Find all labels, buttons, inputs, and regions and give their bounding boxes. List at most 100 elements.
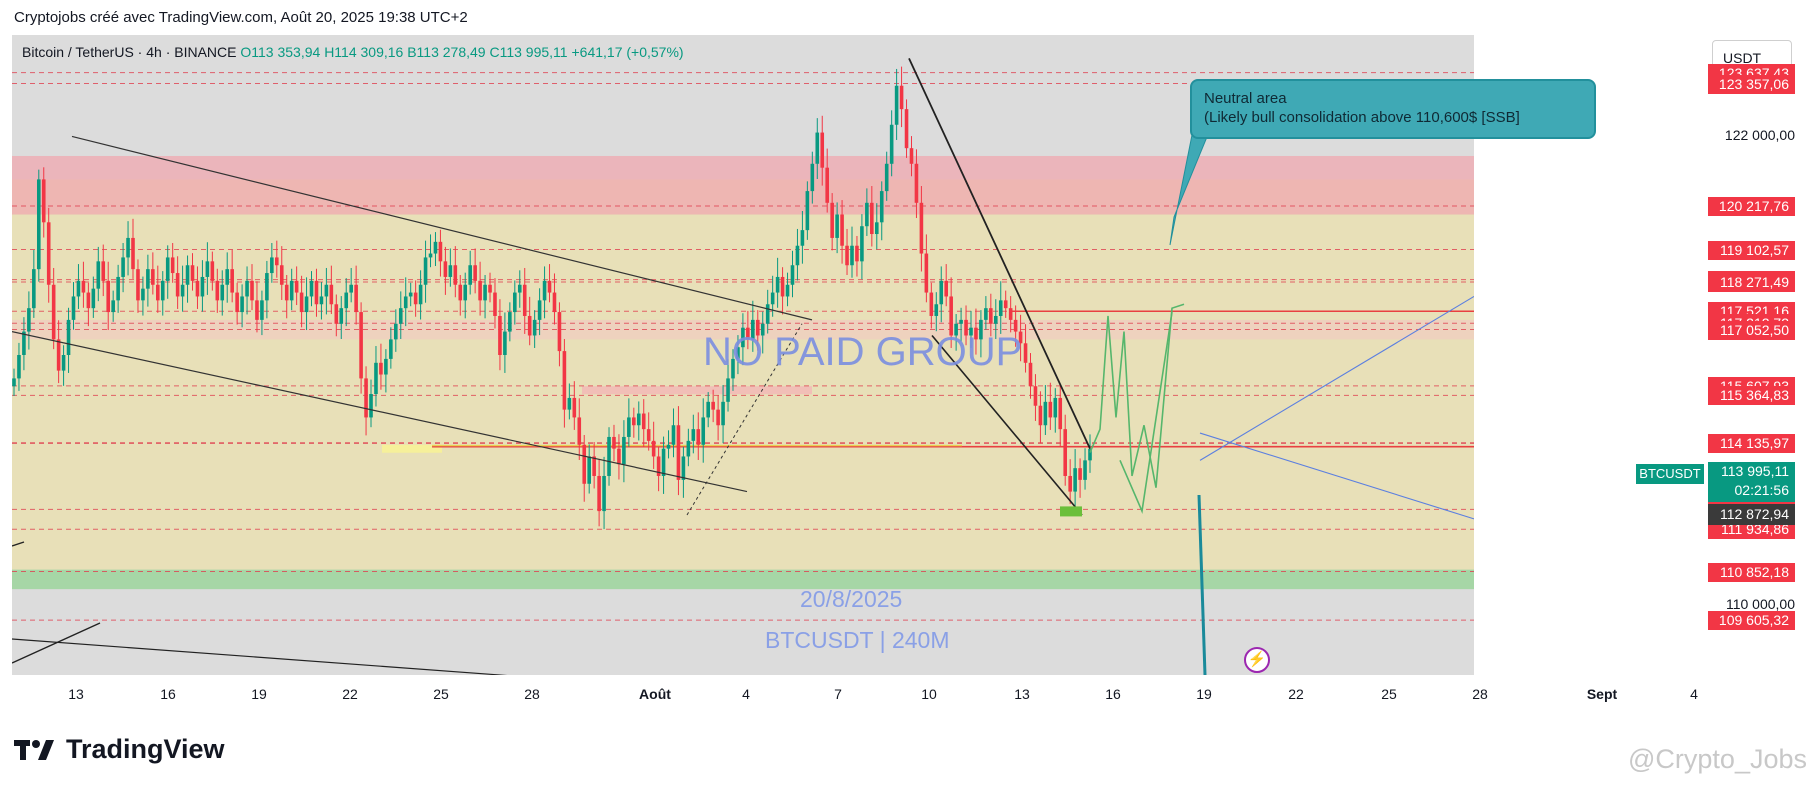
candle-body bbox=[602, 475, 606, 512]
range-zone bbox=[12, 179, 1474, 572]
candle-body bbox=[716, 409, 720, 426]
time-tick-label: 13 bbox=[68, 686, 84, 702]
candle-body bbox=[106, 280, 111, 313]
candle-body bbox=[765, 304, 770, 324]
candle-body bbox=[279, 265, 284, 285]
candle-body bbox=[914, 163, 919, 203]
minor-resistance-band bbox=[582, 386, 812, 395]
candle-body bbox=[12, 378, 16, 387]
candle-body bbox=[86, 292, 91, 309]
candle-body bbox=[557, 312, 562, 352]
channel-upper-line bbox=[71, 135, 813, 321]
candle-body bbox=[141, 288, 145, 301]
candle-body bbox=[294, 280, 299, 293]
tradingview-logo-text: TradingView bbox=[66, 734, 225, 764]
neutral-area-callout[interactable]: Neutral area (Likely bull consolidation … bbox=[1190, 79, 1596, 139]
candle-body bbox=[894, 85, 899, 125]
ohlc-change: +641,17 (+0,57%) bbox=[571, 44, 684, 60]
candle-body bbox=[755, 319, 760, 336]
ssb-zone bbox=[12, 569, 1474, 590]
candle-body bbox=[627, 417, 631, 437]
tradingview-logo[interactable]: TradingView bbox=[14, 734, 225, 765]
current-price-value: 113 995,11 bbox=[1721, 463, 1789, 479]
candle-body bbox=[547, 280, 552, 293]
candle-body bbox=[805, 191, 810, 231]
time-tick-label: 19 bbox=[251, 686, 267, 702]
candle-body bbox=[379, 362, 383, 375]
candle-body bbox=[508, 312, 512, 332]
candle-body bbox=[711, 401, 715, 410]
candle-body bbox=[929, 292, 934, 316]
candle-body bbox=[706, 401, 710, 418]
symbol-price-tag: BTCUSDT bbox=[1636, 464, 1704, 484]
candle-body bbox=[1048, 401, 1053, 418]
chart-canvas[interactable] bbox=[12, 35, 1799, 710]
candle-body bbox=[587, 456, 591, 484]
candle-body bbox=[1033, 386, 1038, 406]
candle-body bbox=[800, 230, 805, 246]
candle-body bbox=[656, 456, 661, 476]
author-credit: @Crypto_Jobs bbox=[1628, 744, 1807, 774]
candle-body bbox=[394, 323, 398, 340]
watermark-text: NO PAID GROUP bbox=[703, 330, 1023, 374]
candle-body bbox=[314, 280, 319, 305]
candle-body bbox=[790, 265, 795, 285]
candle-body bbox=[503, 331, 507, 355]
candle-body bbox=[1078, 468, 1082, 480]
candle-body bbox=[949, 296, 953, 336]
candle-body bbox=[959, 319, 963, 324]
ohlc-low: B113 278,49 bbox=[407, 44, 486, 60]
candle-body bbox=[736, 347, 740, 359]
time-tick-label: 4 bbox=[1690, 686, 1698, 702]
time-tick-label: 22 bbox=[1288, 686, 1304, 702]
candle-body bbox=[835, 214, 839, 238]
candle-body bbox=[96, 261, 101, 289]
supply-zone bbox=[12, 155, 1474, 215]
candle-body bbox=[860, 226, 864, 262]
candle-body bbox=[572, 397, 577, 418]
candle-body bbox=[270, 257, 274, 274]
candle-body bbox=[731, 358, 735, 379]
candle-body bbox=[944, 280, 949, 297]
entry-marker bbox=[1060, 506, 1082, 517]
candle-body bbox=[364, 378, 368, 418]
time-tick-label: 28 bbox=[1472, 686, 1488, 702]
candle-body bbox=[979, 319, 983, 340]
projection-path bbox=[1089, 303, 1185, 488]
candle-body bbox=[265, 273, 269, 301]
candle-body bbox=[721, 401, 725, 426]
candle-body bbox=[220, 284, 225, 301]
candle-body bbox=[304, 296, 309, 313]
candle-body bbox=[389, 339, 393, 359]
candle-body bbox=[284, 284, 289, 301]
channel-lower-line bbox=[12, 330, 748, 493]
candle-body bbox=[443, 261, 448, 277]
candle-body bbox=[51, 284, 56, 340]
candle-body bbox=[691, 429, 696, 441]
candle-body bbox=[463, 284, 468, 301]
projection-lower-line bbox=[1199, 432, 1475, 520]
lightning-icon[interactable]: ⚡ bbox=[1244, 647, 1270, 673]
support-trendline bbox=[686, 323, 803, 516]
time-tick-label: 19 bbox=[1196, 686, 1212, 702]
candle-body bbox=[552, 292, 557, 313]
projection-upper-line bbox=[1199, 295, 1475, 461]
symbol-name[interactable]: Bitcoin / TetherUS · 4h · BINANCE bbox=[22, 44, 237, 60]
candle-body bbox=[468, 265, 472, 285]
time-tick-label: 10 bbox=[921, 686, 937, 702]
candle-body bbox=[1053, 397, 1058, 418]
candle-body bbox=[56, 339, 61, 371]
candle-body bbox=[607, 436, 611, 476]
candle-body bbox=[27, 308, 31, 332]
ohlc-high: H114 309,16 bbox=[324, 44, 404, 60]
time-tick-label: 28 bbox=[524, 686, 540, 702]
candle-body bbox=[458, 284, 463, 301]
candle-body bbox=[403, 296, 408, 309]
candle-body bbox=[334, 304, 339, 324]
candle-body bbox=[1068, 475, 1072, 492]
candle-body bbox=[354, 284, 358, 313]
candle-body bbox=[205, 261, 210, 277]
price-level-label: 117 052,50 bbox=[1708, 320, 1795, 340]
candle-body bbox=[746, 327, 750, 340]
price-level-label: 123 357,06 bbox=[1708, 74, 1795, 94]
